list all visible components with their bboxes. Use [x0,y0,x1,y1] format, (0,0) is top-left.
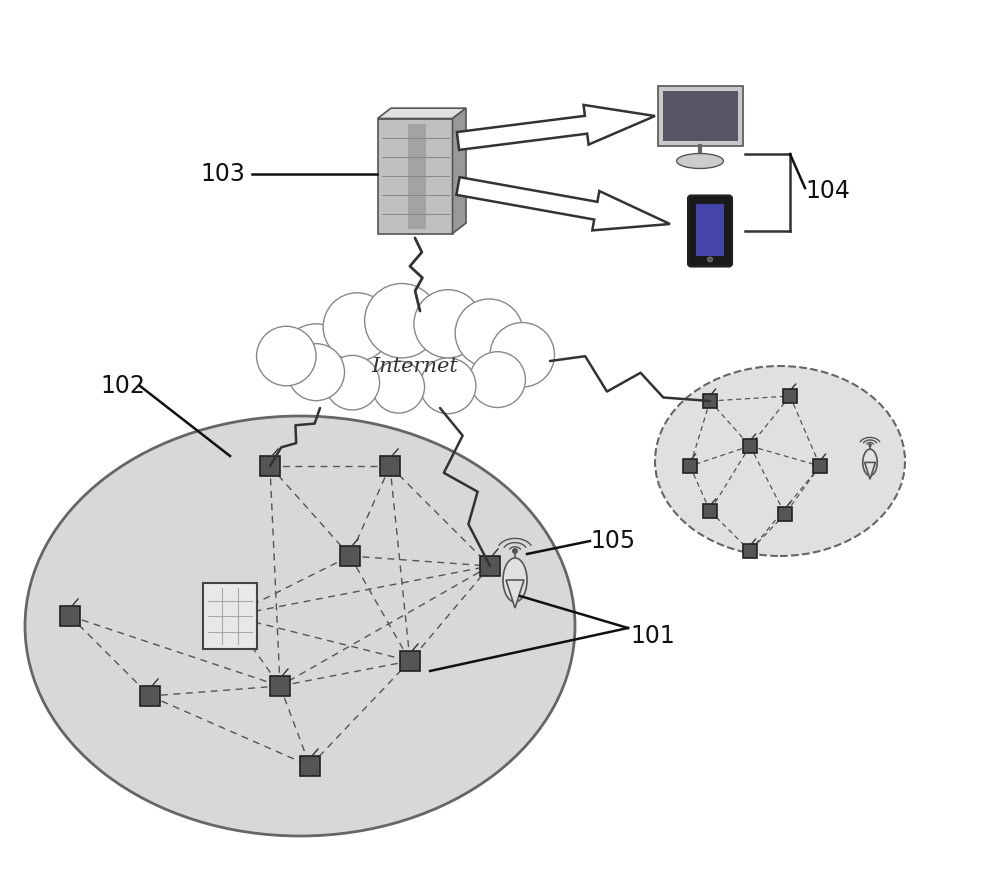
FancyBboxPatch shape [778,507,792,521]
FancyBboxPatch shape [480,556,500,576]
Circle shape [325,356,380,410]
Circle shape [512,548,518,554]
FancyBboxPatch shape [380,456,400,476]
FancyBboxPatch shape [270,676,290,696]
Circle shape [490,323,554,387]
Ellipse shape [677,153,723,168]
FancyBboxPatch shape [60,606,80,626]
FancyBboxPatch shape [140,686,160,706]
Circle shape [470,352,525,408]
Circle shape [868,444,872,447]
Circle shape [372,361,425,413]
Polygon shape [408,124,426,228]
Ellipse shape [308,323,522,386]
Ellipse shape [25,416,575,836]
FancyBboxPatch shape [783,389,797,403]
FancyBboxPatch shape [743,544,757,558]
FancyBboxPatch shape [260,456,280,476]
Text: 102: 102 [100,374,145,398]
Circle shape [257,326,316,386]
Text: 101: 101 [630,624,675,648]
FancyBboxPatch shape [203,583,257,649]
FancyBboxPatch shape [340,546,360,566]
Text: 103: 103 [200,162,245,186]
Polygon shape [453,108,466,234]
Circle shape [708,257,712,262]
Polygon shape [662,91,738,141]
FancyBboxPatch shape [743,439,757,453]
Circle shape [455,299,523,367]
Polygon shape [457,105,655,150]
Ellipse shape [655,366,905,556]
Circle shape [287,344,345,401]
FancyBboxPatch shape [400,651,420,671]
Circle shape [414,289,482,358]
FancyBboxPatch shape [703,394,717,408]
FancyBboxPatch shape [683,459,697,473]
Polygon shape [503,558,527,602]
FancyBboxPatch shape [703,504,717,518]
Circle shape [420,358,476,414]
Polygon shape [658,86,742,146]
Polygon shape [863,449,877,476]
Circle shape [365,283,439,358]
FancyBboxPatch shape [813,459,827,473]
Circle shape [323,293,391,361]
Circle shape [282,323,350,392]
FancyBboxPatch shape [300,756,320,776]
FancyBboxPatch shape [688,195,732,266]
Text: Internet: Internet [372,357,458,375]
Polygon shape [696,204,724,255]
Text: 105: 105 [590,529,635,553]
Polygon shape [506,580,524,608]
Polygon shape [378,108,466,118]
Polygon shape [456,177,670,230]
Text: 104: 104 [805,179,850,203]
Polygon shape [378,118,453,234]
Polygon shape [865,462,875,479]
